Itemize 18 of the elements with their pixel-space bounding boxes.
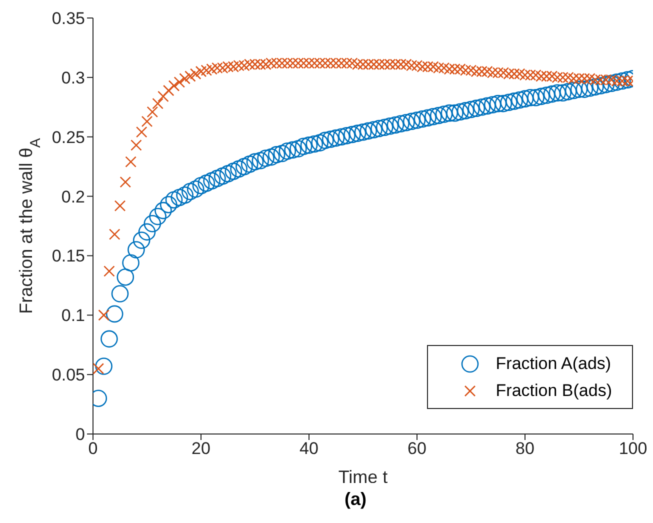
- y-tick-label: 0: [76, 425, 85, 444]
- x-tick-label: 20: [192, 439, 210, 458]
- x-tick-label: 100: [618, 439, 648, 458]
- y-tick-label: 0.15: [52, 246, 85, 266]
- text: (a): [344, 489, 368, 510]
- x-axis-title: Time t: [338, 467, 388, 487]
- y-tick-label: 0.35: [52, 9, 85, 28]
- legend-label: Fraction A(ads): [496, 354, 612, 374]
- x-tick-label: 60: [408, 439, 426, 458]
- x-tick-label: 40: [300, 439, 318, 458]
- y-tick-label: 0.3: [61, 68, 85, 88]
- y-tick-label: 0.1: [61, 306, 85, 326]
- y-tick-label: 0.2: [61, 187, 85, 206]
- legend-label: Fraction B(ads): [496, 380, 612, 400]
- x-tick-label: 0: [88, 439, 98, 458]
- y-tick-label: 0.25: [52, 128, 85, 147]
- y-tick-label: 0.05: [52, 366, 85, 385]
- x-tick-label: 80: [516, 439, 534, 458]
